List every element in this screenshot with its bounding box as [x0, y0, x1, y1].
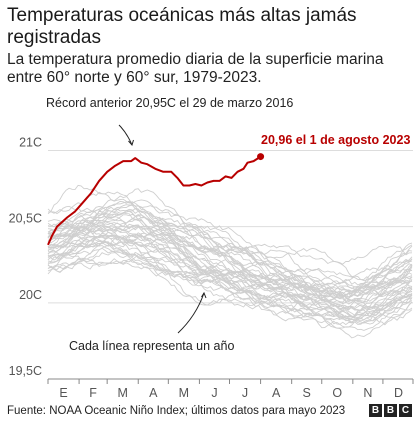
x-tick-label: F: [89, 386, 97, 400]
background-year-line: [47, 241, 413, 319]
x-tick-label: J: [242, 386, 248, 400]
x-tick-label: D: [394, 386, 403, 400]
background-year-line: [47, 225, 413, 312]
y-tick-label: 20,5C: [9, 212, 42, 226]
x-tick-label: N: [363, 386, 372, 400]
bbc-logo-letter: B: [384, 404, 397, 417]
background-year-line: [47, 232, 413, 311]
bbc-logo-letter: C: [399, 404, 412, 417]
x-tick-label: A: [272, 386, 281, 400]
line-2023: [47, 155, 262, 246]
y-tick-label: 20C: [19, 288, 42, 302]
background-year-line: [47, 184, 413, 265]
background-year-line: [47, 229, 413, 319]
y-tick-label: 19,5C: [9, 364, 42, 378]
background-year-line: [47, 233, 413, 312]
annotation-arrow-background-lines: [177, 292, 205, 334]
x-tick-label: M: [179, 386, 189, 400]
background-year-line: [47, 214, 413, 295]
background-year-line: [47, 213, 413, 300]
background-year-line: [47, 199, 413, 292]
bbc-logo-letter: B: [369, 404, 382, 417]
annotation-latest-value: 20,96 el 1 de agosto 2023: [261, 133, 410, 147]
x-tick-label: A: [149, 386, 158, 400]
background-year-line: [47, 201, 413, 299]
x-tick-label: O: [332, 386, 342, 400]
annotation-arrow-previous-record: [118, 124, 133, 146]
background-year-line: [47, 232, 413, 322]
chart-subtitle: La temperatura promedio diaria de la sup…: [7, 51, 384, 86]
highlight-series: [47, 153, 265, 246]
source-note: Fuente: NOAA Oceanic Niño Index; últimos…: [7, 405, 346, 417]
axes: 21C 20,5C 20C 19,5C E F M A M J J A S O N D: [9, 135, 414, 400]
x-tick-label: M: [117, 386, 127, 400]
background-year-line: [47, 258, 413, 331]
background-year-line: [47, 205, 413, 289]
annotation-arrowhead-previous-record: [128, 139, 134, 147]
bbc-logo: B B C: [369, 404, 412, 417]
latest-point-marker: [257, 153, 265, 161]
chart-title: Temperaturas oceánicas más altas jamás r…: [7, 5, 357, 48]
annotation-arrowhead-background-lines: [201, 291, 207, 299]
x-tick-label: J: [211, 386, 217, 400]
x-tick-label: S: [303, 386, 311, 400]
annotation-background-lines: Cada línea representa un año: [69, 339, 234, 353]
background-year-line: [47, 239, 413, 316]
background-year-lines: [47, 184, 413, 339]
y-tick-label: 21C: [19, 135, 42, 149]
annotation-previous-record: Récord anterior 20,95C el 29 de marzo 20…: [46, 96, 293, 110]
background-year-line: [47, 222, 413, 321]
background-year-line: [47, 188, 413, 301]
background-year-line: [47, 247, 413, 339]
background-year-line: [47, 191, 413, 281]
x-tick-label: E: [59, 386, 67, 400]
